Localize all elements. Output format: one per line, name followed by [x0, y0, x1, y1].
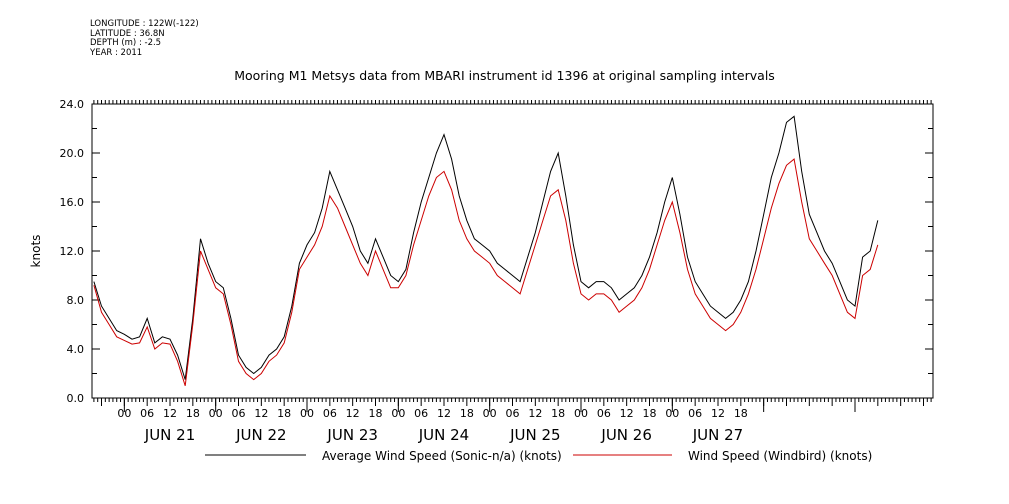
x-hour-label: 18 [460, 407, 474, 420]
x-hour-label: 12 [437, 407, 451, 420]
x-day-label: JUN 26 [600, 426, 651, 444]
x-day-label: JUN 27 [692, 426, 743, 444]
x-hour-label: 06 [597, 407, 611, 420]
x-hour-label: 18 [551, 407, 565, 420]
y-tick-label: 8.0 [67, 294, 85, 307]
meta-longitude: LONGITUDE : 122W(-122) [90, 19, 199, 29]
x-hour-label: 06 [506, 407, 520, 420]
meta-depth: DEPTH (m) : -2.5 [90, 38, 162, 48]
x-day-label: JUN 24 [418, 426, 469, 444]
x-hour-label: 18 [186, 407, 200, 420]
x-hour-label: 12 [163, 407, 177, 420]
x-hour-label: 00 [117, 407, 131, 420]
x-hour-label: 06 [232, 407, 246, 420]
y-tick-label: 20.0 [60, 147, 85, 160]
x-hour-label: 06 [414, 407, 428, 420]
x-day-label: JUN 23 [326, 426, 377, 444]
x-hour-label: 18 [734, 407, 748, 420]
meta-latitude: LATITUDE : 36.8N [90, 28, 165, 39]
meta-year: YEAR : 2011 [90, 47, 143, 58]
x-day-label: JUN 21 [144, 426, 195, 444]
x-hour-label: 06 [688, 407, 702, 420]
x-hour-label: 00 [391, 407, 405, 420]
x-hour-label: 12 [346, 407, 360, 420]
x-hour-label: 18 [642, 407, 656, 420]
metadata-block: LONGITUDE : 122W(-122) LATITUDE : 36.8N … [90, 19, 199, 58]
x-hour-label: 00 [665, 407, 679, 420]
y-tick-label: 4.0 [67, 343, 85, 356]
y-axis-label: knots [29, 235, 43, 268]
x-hour-label: 12 [620, 407, 634, 420]
legend-label-average-sonic: Average Wind Speed (Sonic-n/a) (knots) [322, 449, 562, 463]
x-hour-label: 12 [528, 407, 542, 420]
chart-title: Mooring M1 Metsys data from MBARI instru… [234, 68, 775, 83]
y-tick-label: 16.0 [60, 196, 85, 209]
x-hour-label: 12 [711, 407, 725, 420]
series-line-average-sonic [93, 115, 879, 380]
x-hour-label: 00 [300, 407, 314, 420]
x-hour-label: 12 [254, 407, 268, 420]
x-day-label: JUN 22 [235, 426, 286, 444]
x-hour-label: 06 [323, 407, 337, 420]
x-day-label: JUN 25 [509, 426, 560, 444]
y-tick-label: 12.0 [60, 245, 85, 258]
x-hour-label: 18 [277, 407, 291, 420]
x-hour-label: 18 [369, 407, 383, 420]
x-hour-label: 00 [209, 407, 223, 420]
legend-label-windbird: Wind Speed (Windbird) (knots) [688, 449, 872, 463]
y-tick-label: 24.0 [60, 98, 85, 111]
series-line-windbird [93, 158, 879, 386]
x-hour-label: 00 [483, 407, 497, 420]
x-hour-label: 06 [140, 407, 154, 420]
y-tick-label: 0.0 [67, 392, 85, 405]
x-hour-label: 00 [574, 407, 588, 420]
plot-frame [91, 103, 934, 399]
